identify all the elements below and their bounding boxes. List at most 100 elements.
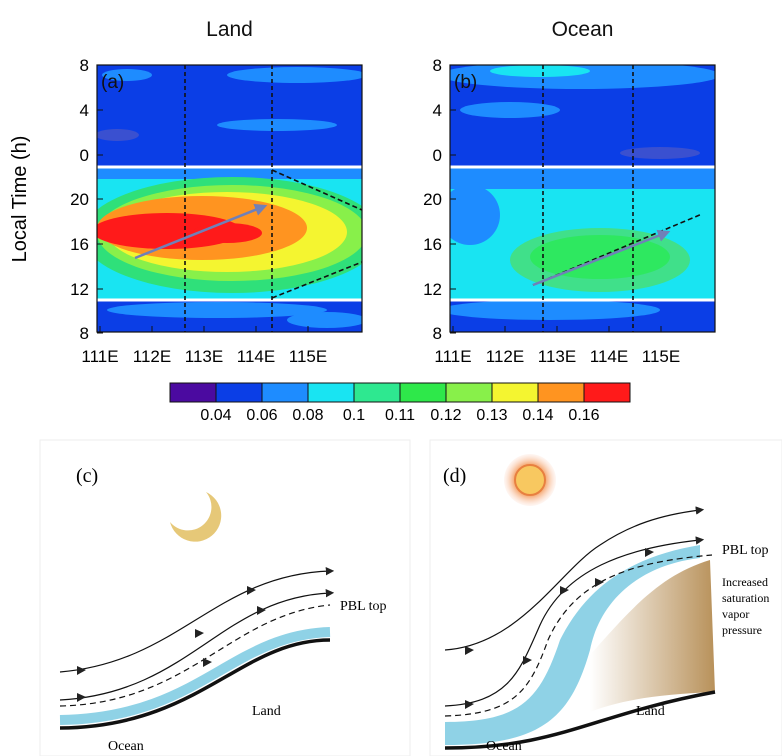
y-axis-label: Local Time (h) xyxy=(9,136,31,263)
x-tick-label: 111E xyxy=(434,347,471,366)
dashed-wedge xyxy=(271,169,363,299)
y-tick-label: 4 xyxy=(80,101,89,120)
pbl-label: PBL top xyxy=(722,543,769,558)
y-tick-label: 20 xyxy=(423,190,442,209)
pbl-band xyxy=(445,545,700,745)
pbl-line xyxy=(444,554,713,717)
y-tick-label: 4 xyxy=(433,101,442,120)
colorbar-label: 0.11 xyxy=(385,407,415,424)
dashed-trend xyxy=(532,213,703,286)
heat-region xyxy=(450,185,500,245)
heat-region xyxy=(217,119,337,131)
ocean-label: Ocean xyxy=(108,739,144,754)
y-tick-label: 12 xyxy=(70,280,89,299)
moisture-area xyxy=(590,560,715,712)
heatmap-cells xyxy=(97,65,362,332)
heat-region xyxy=(97,129,139,141)
colorbar-cell xyxy=(215,382,263,403)
heatmap-cells xyxy=(450,65,715,332)
y-tick-label: 0 xyxy=(80,146,89,165)
colorbar-cell xyxy=(491,382,539,403)
arrowhead xyxy=(77,693,86,702)
x-tick-label: 114E xyxy=(237,347,275,366)
arrowhead xyxy=(195,629,204,638)
streamline xyxy=(59,566,335,673)
arrowhead xyxy=(560,586,569,595)
arrowhead xyxy=(465,646,474,655)
colorbar-cell xyxy=(399,382,447,403)
heat-region xyxy=(490,65,590,77)
x-tick-label: 111E xyxy=(81,347,118,366)
colorbar-label: 0.1 xyxy=(343,407,365,424)
land-label: Land xyxy=(636,704,665,719)
diagram-label: (c) xyxy=(76,465,98,487)
ocean-label: Ocean xyxy=(486,739,522,754)
land-label: Land xyxy=(252,704,281,719)
heatmap-clip xyxy=(450,65,715,332)
y-tick-label: 16 xyxy=(423,235,442,254)
heatmap-clip xyxy=(97,65,362,332)
heatmap xyxy=(450,65,715,332)
colorbar-cell xyxy=(169,382,217,403)
pbl-line xyxy=(59,604,331,707)
annotation-line: vapor xyxy=(722,607,749,621)
x-tick-label: 115E xyxy=(289,347,327,366)
streamline xyxy=(59,588,335,701)
y-tick-label: 8 xyxy=(80,56,89,75)
streamline xyxy=(444,506,705,651)
colorbar-label: 0.04 xyxy=(200,407,231,424)
colorbar-label: 0.13 xyxy=(476,407,507,424)
y-tick-label: 12 xyxy=(423,280,442,299)
heat-region xyxy=(620,147,700,159)
arrowhead xyxy=(203,658,212,667)
trend-arrow xyxy=(134,203,268,260)
colorbar-label: 0.16 xyxy=(568,407,599,424)
y-tick-label: 8 xyxy=(80,324,89,343)
y-tick-label: 16 xyxy=(70,235,89,254)
colorbar-label: 0.08 xyxy=(292,407,323,424)
annotation-line: saturation xyxy=(722,591,769,605)
ground xyxy=(444,690,716,750)
x-tick-label: 112E xyxy=(133,347,171,366)
x-tick-label: 115E xyxy=(642,347,680,366)
heat-region xyxy=(287,312,362,328)
panel-title: Ocean xyxy=(552,18,614,41)
annotation-line: pressure xyxy=(722,623,762,637)
heat-region xyxy=(450,167,715,189)
heat-region xyxy=(192,223,262,243)
arrowhead xyxy=(595,578,604,587)
heat-region xyxy=(227,67,362,83)
colorbar-label: 0.06 xyxy=(246,407,277,424)
colorbar-cell xyxy=(445,382,493,403)
x-tick-label: 112E xyxy=(486,347,524,366)
streamline xyxy=(444,536,705,707)
colorbar-cell xyxy=(583,382,631,403)
arrowhead xyxy=(247,586,256,595)
arrowhead xyxy=(77,666,86,675)
x-tick-label: 114E xyxy=(590,347,628,366)
colorbar-cell xyxy=(307,382,355,403)
colorbar-cell xyxy=(537,382,585,403)
arrowhead xyxy=(523,656,532,665)
y-tick-label: 20 xyxy=(70,190,89,209)
colorbar-label: 0.14 xyxy=(522,407,553,424)
heat-region xyxy=(102,69,152,81)
arrowhead xyxy=(645,548,654,557)
annotation-line: Increased xyxy=(722,575,768,589)
x-tick-label: 113E xyxy=(185,347,223,366)
arrowhead xyxy=(257,606,266,615)
panel-title: Land xyxy=(206,18,253,41)
heatmap xyxy=(97,65,362,332)
colorbar-cell xyxy=(353,382,401,403)
panel-label: (b) xyxy=(454,72,477,93)
y-tick-label: 0 xyxy=(433,146,442,165)
heat-region xyxy=(460,102,560,118)
arrowhead xyxy=(465,700,474,709)
ground xyxy=(59,638,331,730)
heat-region xyxy=(97,167,362,179)
colorbar-label: 0.12 xyxy=(430,407,461,424)
heat-region xyxy=(450,300,660,320)
trend-arrow xyxy=(532,229,671,287)
moon xyxy=(170,492,222,542)
